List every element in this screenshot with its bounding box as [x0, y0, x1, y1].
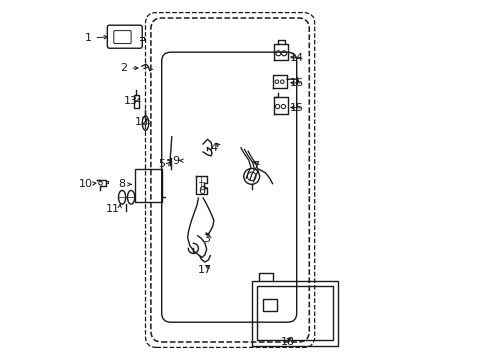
Text: 12: 12 — [135, 117, 149, 127]
Text: 6: 6 — [197, 186, 204, 196]
Text: 18: 18 — [280, 337, 294, 347]
Text: 9: 9 — [171, 156, 179, 166]
Text: 2: 2 — [120, 63, 127, 73]
Bar — [257, 286, 332, 340]
Text: 10: 10 — [78, 179, 92, 189]
Text: 14: 14 — [289, 53, 303, 63]
Bar — [134, 169, 162, 202]
Text: 11: 11 — [106, 204, 120, 214]
Text: 4: 4 — [210, 143, 217, 153]
Text: 8: 8 — [118, 179, 125, 189]
Text: 17: 17 — [198, 265, 211, 275]
Text: 16: 16 — [289, 78, 303, 88]
Bar — [134, 95, 139, 108]
Text: 1: 1 — [84, 33, 91, 43]
Text: 13: 13 — [124, 96, 138, 106]
Bar — [251, 281, 337, 346]
Text: 5: 5 — [158, 159, 165, 169]
Text: 3: 3 — [203, 234, 210, 244]
Bar — [262, 299, 276, 311]
Text: 7: 7 — [251, 161, 258, 171]
Text: 15: 15 — [289, 103, 303, 113]
